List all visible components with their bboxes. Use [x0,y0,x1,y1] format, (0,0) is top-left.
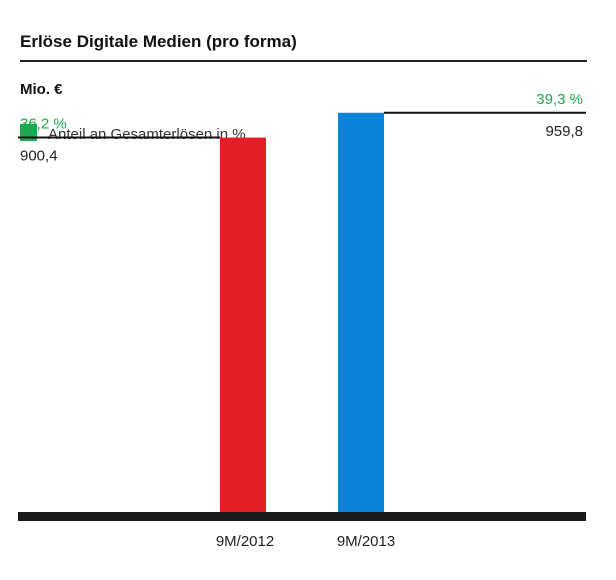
chart-title: Erlöse Digitale Medien (pro forma) [20,32,297,51]
share-label: 36,2 % [20,116,67,133]
bar-9M/2012 [220,137,266,513]
legend-label: Anteil an Gesamterlösen in % [48,126,246,143]
x-tick-label: 9M/2013 [337,533,395,550]
bar-9M/2013 [338,112,384,513]
value-label: 900,4 [20,148,58,165]
x-tick-label: 9M/2012 [216,533,274,550]
x-axis-baseline [18,512,586,521]
share-label: 39,3 % [536,91,583,108]
chart-marks: 36,2 % 900,4 9M/2012 39,3 % 959,8 9M/2013 [18,91,586,550]
unit-label: Mio. € [20,81,63,98]
value-label: 959,8 [545,123,583,140]
